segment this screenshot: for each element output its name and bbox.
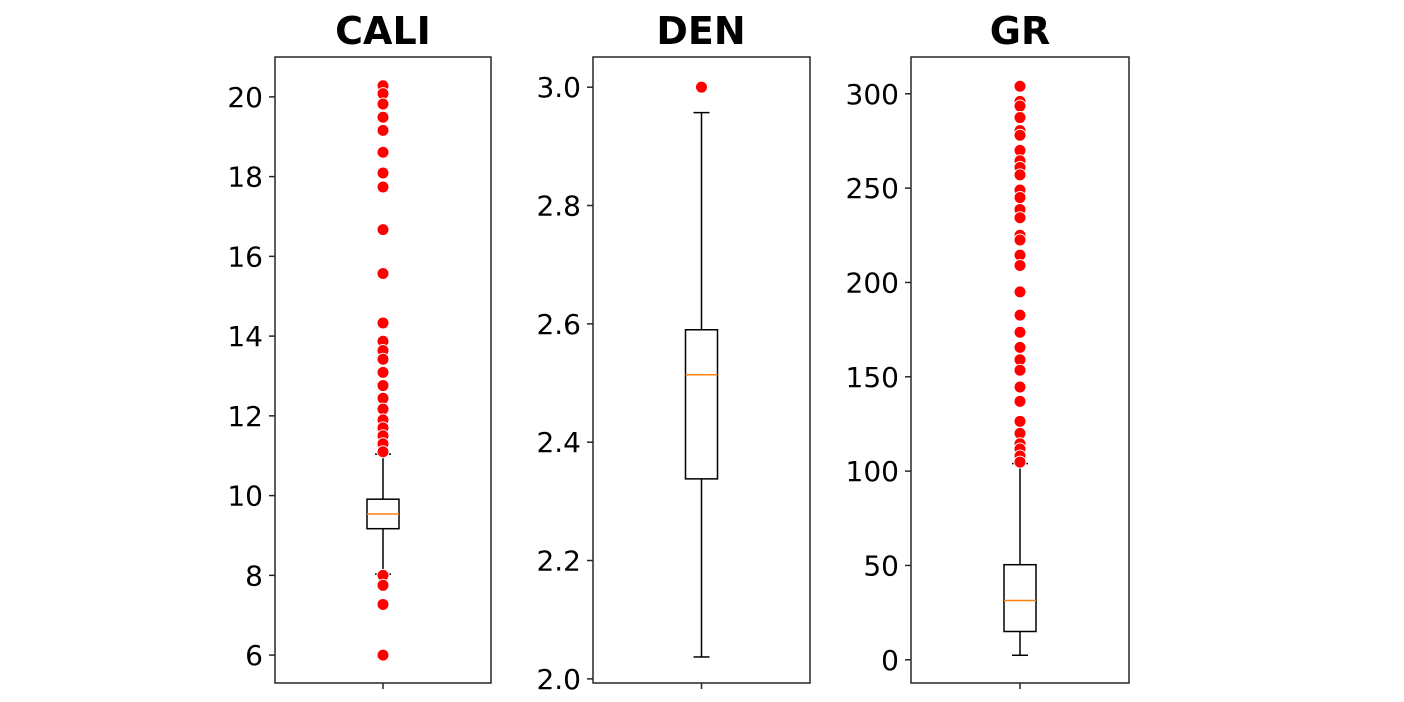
outlier-point — [695, 80, 708, 94]
outlier-point — [1013, 111, 1027, 125]
outlier-point — [376, 445, 390, 459]
outlier-point — [1013, 380, 1027, 394]
y-tick-label: 2.4 — [536, 426, 581, 459]
outlier-point — [1013, 363, 1027, 377]
y-tick-label: 100 — [846, 455, 899, 488]
outlier-point — [376, 123, 390, 137]
y-tick-label: 2.6 — [536, 308, 581, 341]
y-tick-label: 300 — [846, 78, 899, 111]
outlier-point — [376, 402, 390, 416]
panel-title: CALI — [335, 9, 431, 53]
y-tick-label: 2.2 — [536, 545, 581, 578]
y-tick-label: 0 — [881, 644, 899, 677]
outlier-point — [376, 267, 390, 281]
y-tick-label: 6 — [245, 639, 263, 672]
y-tick-label: 150 — [846, 361, 899, 394]
outlier-point — [1013, 99, 1027, 113]
outlier-point — [1013, 340, 1027, 354]
outlier-point — [1013, 285, 1027, 299]
outlier-point — [1013, 414, 1027, 428]
y-tick-label: 200 — [846, 266, 899, 299]
panel-cali: CALI 6 8 10 12 14 16 18 20 — [227, 9, 492, 689]
y-tick-label: 8 — [245, 559, 263, 592]
y-tick-label: 10 — [227, 480, 263, 513]
outlier-point — [1013, 191, 1027, 205]
y-tick-label: 16 — [227, 240, 263, 273]
outlier-point — [376, 316, 390, 330]
outlier-point — [376, 145, 390, 159]
outlier-point — [1013, 128, 1027, 142]
outlier-point — [1013, 79, 1027, 93]
outlier-point — [376, 223, 390, 237]
outlier-point — [1013, 258, 1027, 272]
outlier-point — [376, 166, 390, 180]
y-tick-label: 3.0 — [536, 71, 581, 104]
outlier-point — [1013, 394, 1027, 408]
outlier-point — [1013, 308, 1027, 322]
iqr-box — [1003, 563, 1037, 633]
y-tick-label: 2.0 — [536, 663, 581, 696]
outlier-point — [1013, 168, 1027, 182]
y-tick-label: 50 — [863, 549, 899, 582]
outlier-point — [376, 597, 390, 611]
outlier-point — [1013, 233, 1027, 247]
outlier-point — [376, 391, 390, 405]
outlier-point — [1013, 325, 1027, 339]
iqr-box — [684, 329, 719, 480]
outlier-point — [1013, 455, 1027, 469]
outlier-point — [376, 648, 390, 662]
outlier-point — [376, 379, 390, 393]
panel-title: DEN — [656, 9, 745, 53]
outlier-point — [376, 578, 390, 592]
panel-title: GR — [990, 9, 1050, 53]
y-tick-label: 14 — [227, 320, 263, 353]
y-tick-label: 18 — [227, 161, 263, 194]
outlier-point — [376, 365, 390, 379]
outlier-point — [376, 352, 390, 366]
y-tick-label: 2.8 — [536, 190, 581, 223]
outlier-point — [376, 97, 390, 111]
panel-den: DEN 2.0 2.2 2.4 2.6 2.8 3.0 — [536, 9, 811, 696]
outlier-point — [376, 110, 390, 124]
panel-gr: GR 0 50 100 150 200 250 300 — [846, 9, 1130, 689]
outlier-point — [1013, 211, 1027, 225]
y-tick-label: 12 — [227, 400, 263, 433]
y-tick-label: 250 — [846, 172, 899, 205]
y-tick-label: 20 — [227, 81, 263, 114]
outlier-point — [376, 180, 390, 194]
